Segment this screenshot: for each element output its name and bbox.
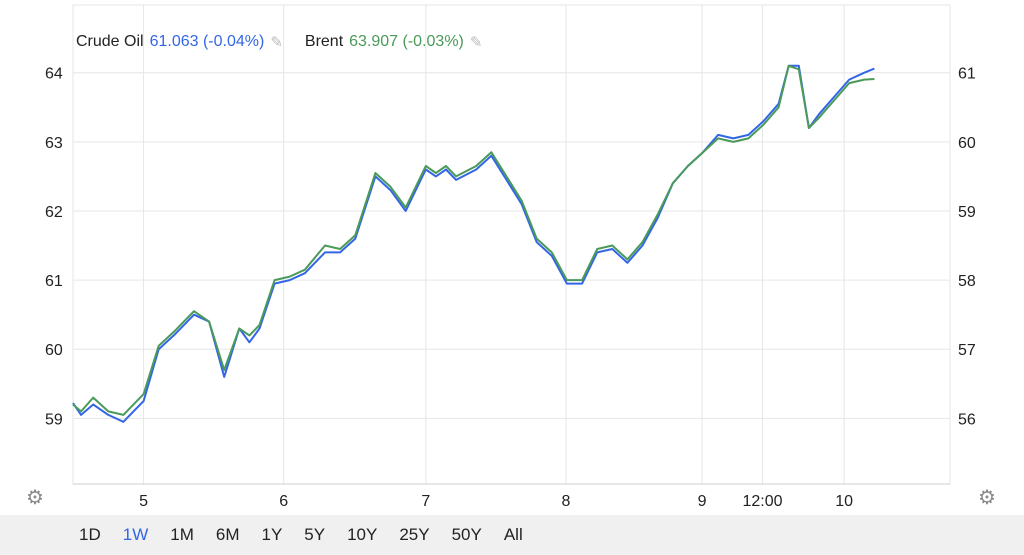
brent-edit-pencil-icon[interactable]: ✎ [469,34,483,51]
series-line-crude-oil [72,64,875,423]
x-tick-label: 5 [139,493,148,510]
x-tick-label: 8 [561,493,570,510]
left-y-tick-label: 59 [45,411,63,428]
legend-brent-value: 63.907 (-0.03%) [349,33,464,50]
range-button-1m[interactable]: 1M [170,525,194,544]
left-y-tick-label: 64 [45,66,63,83]
range-button-10y[interactable]: 10Y [347,525,378,544]
left-y-tick-label: 62 [45,204,63,221]
x-tick-label: 12:00 [742,493,782,510]
plot-frame [72,4,951,485]
chart-area[interactable]: 59 60 61 62 63 64 56 57 58 59 60 61 5 6 7 8 9 12:00 10 [0,0,1024,515]
x-tick-label: 9 [698,493,707,510]
legend-brent-name: Brent [304,33,344,50]
range-selector: 1D 1W 1M 6M 1Y 5Y 10Y 25Y 50Y All [0,515,1024,555]
range-button-6m[interactable]: 6M [215,525,240,544]
x-tick-label: 6 [279,493,288,510]
right-settings-gear-icon[interactable]: ⚙ [978,487,996,509]
range-button-50y[interactable]: 50Y [451,525,482,544]
right-y-tick-label: 56 [958,411,976,428]
range-button-25y[interactable]: 25Y [399,525,430,544]
range-button-1w[interactable]: 1W [122,525,149,544]
left-y-tick-label: 61 [45,273,63,290]
series-lines [72,64,875,423]
left-y-tick-label: 63 [45,135,63,152]
right-y-tick-label: 60 [958,135,976,152]
range-button-1y[interactable]: 1Y [261,525,283,544]
legend-crude-value: 61.063 (-0.04%) [149,33,265,50]
x-tick-label: 7 [421,493,430,510]
left-settings-gear-icon[interactable]: ⚙ [26,487,44,509]
range-button-all[interactable]: All [503,525,523,544]
right-y-tick-label: 57 [958,342,976,359]
legend-crude-name: Crude Oil [76,33,144,50]
right-y-tick-label: 61 [958,66,976,83]
legend: Crude Oil 61.063 (-0.04%) ✎ Brent 63.907… [76,33,498,51]
x-tick-label: 10 [835,493,853,510]
right-y-tick-label: 59 [958,204,976,221]
right-y-tick-label: 58 [958,273,976,290]
series-line-brent [72,64,875,416]
crude-edit-pencil-icon[interactable]: ✎ [270,34,283,51]
grid [72,4,951,485]
left-y-tick-label: 60 [45,342,63,359]
range-button-5y[interactable]: 5Y [304,525,326,544]
range-button-1d[interactable]: 1D [79,525,101,544]
